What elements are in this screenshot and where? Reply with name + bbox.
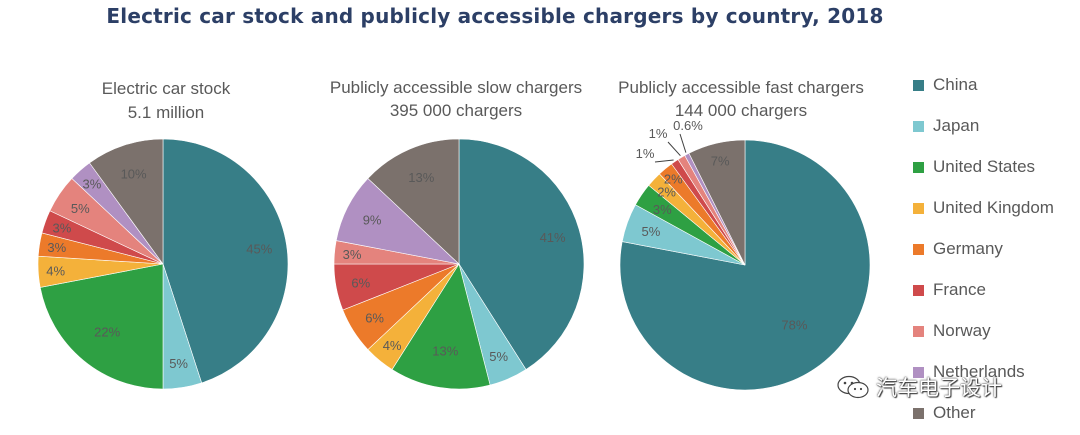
watermark-text: 汽车电子设计 — [876, 376, 1002, 400]
legend-swatch — [913, 162, 924, 173]
legend-label: France — [933, 280, 986, 299]
legend-label: United States — [933, 157, 1035, 176]
legend-item-france: France — [913, 280, 986, 299]
pie-label-china: 45% — [246, 242, 272, 257]
legend-item-other: Other — [913, 403, 976, 422]
pie-label-united-kingdom: 4% — [46, 264, 65, 279]
pie-label-germany: 2% — [664, 171, 683, 186]
legend-swatch — [913, 80, 924, 91]
pie-label-germany: 3% — [47, 240, 66, 255]
leader-line — [667, 141, 681, 157]
pie-label-france: 3% — [53, 221, 72, 236]
pie-label-norway: 5% — [71, 201, 90, 216]
pie-label-china: 78% — [781, 318, 807, 333]
watermark: 汽车电子设计 — [836, 372, 1002, 402]
legend-swatch — [913, 203, 924, 214]
legend-swatch — [913, 121, 924, 132]
legend-swatch — [913, 367, 924, 378]
pie-slice-other — [89, 138, 164, 265]
legend-swatch — [913, 285, 924, 296]
pie-label-united-states: 22% — [94, 324, 120, 339]
chart-title: Electric car stock and publicly accessib… — [106, 4, 884, 28]
pie-title: Publicly accessible slow chargers — [330, 78, 582, 97]
pie-slice-united-states — [39, 263, 164, 390]
legend-label: United Kingdom — [933, 198, 1054, 217]
legend-item-japan: Japan — [913, 116, 979, 135]
pie-subtitle: 395 000 chargers — [390, 101, 522, 120]
legend-label: China — [933, 75, 978, 94]
pie-slice-other — [688, 139, 746, 266]
pie-label-united-states: 13% — [432, 343, 458, 358]
legend-label: Germany — [933, 239, 1003, 258]
legend-item-norway: Norway — [913, 321, 991, 340]
pie-label-united-kingdom: 2% — [657, 184, 676, 199]
legend-label: Netherlands — [933, 362, 1025, 381]
pie-slice-other — [367, 138, 460, 265]
legend-item-germany: Germany — [913, 239, 1003, 258]
pie-title: Electric car stock — [102, 79, 231, 98]
legend-item-china: China — [913, 75, 978, 94]
pie-subtitle: 144 000 chargers — [675, 101, 807, 120]
pie-label-netherlands: 9% — [363, 213, 382, 228]
pie-label-france: 1% — [636, 146, 655, 161]
pie-label-japan: 5% — [489, 349, 508, 364]
pie-slice-china — [162, 138, 289, 384]
legend-label: Norway — [933, 321, 991, 340]
pie-label-netherlands: 0.6% — [673, 118, 703, 133]
legend: China Japan United States United Kingdom Ger… — [913, 75, 1054, 422]
pie-label-other: 13% — [408, 170, 434, 185]
pie-slice-china — [458, 138, 585, 370]
pie-subtitle: 5.1 million — [128, 103, 205, 122]
pie-label-united-kingdom: 4% — [383, 338, 402, 353]
pie-label-china: 41% — [540, 230, 566, 245]
pie-label-netherlands: 3% — [83, 176, 102, 191]
pie-label-norway: 1% — [649, 126, 668, 141]
pie-title: Publicly accessible fast chargers — [618, 78, 864, 97]
legend-item-united-kingdom: United Kingdom — [913, 198, 1054, 217]
legend-swatch — [913, 408, 924, 419]
pie-label-norway: 3% — [343, 247, 362, 262]
pie-label-france: 6% — [351, 276, 370, 291]
pie-label-germany: 6% — [365, 311, 384, 326]
pie-chart-1: Electric car stock 5.1 million 45% 5% 22% 4% 3… — [37, 79, 289, 390]
leader-line — [679, 133, 687, 153]
legend-swatch — [913, 244, 924, 255]
pie-chart-2: Publicly accessible slow chargers 395 000… — [330, 78, 585, 390]
legend-label: Other — [933, 403, 976, 422]
pie-label-other: 10% — [121, 167, 147, 182]
legend-label: Japan — [933, 116, 979, 135]
legend-item-netherlands: Netherlands — [913, 362, 1025, 381]
legend-item-united-states: United States — [913, 157, 1035, 176]
pie-label-united-states: 3% — [653, 202, 672, 217]
pie-label-japan: 5% — [642, 224, 661, 239]
leader-line — [654, 159, 674, 163]
pie-slice-united-states — [391, 263, 491, 390]
wechat-icon — [837, 375, 869, 399]
pie-chart-3: Publicly accessible fast chargers 144 000… — [618, 78, 871, 391]
legend-swatch — [913, 326, 924, 337]
pie-label-other: 7% — [711, 153, 730, 168]
pie-label-japan: 5% — [169, 356, 188, 371]
